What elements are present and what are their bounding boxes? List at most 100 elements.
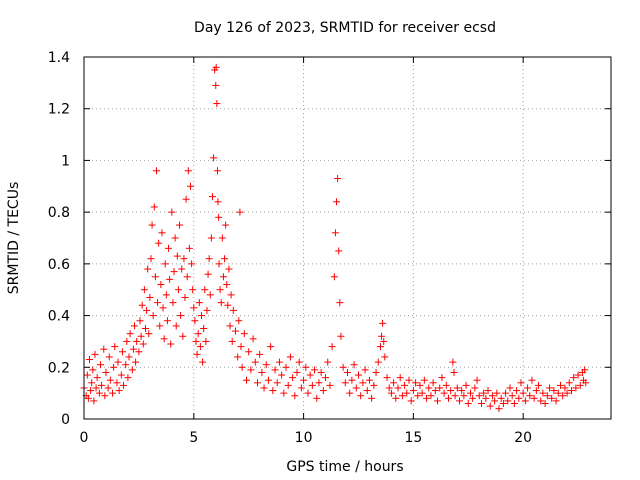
data-point — [126, 330, 134, 338]
data-point — [567, 387, 575, 395]
data-point — [115, 387, 123, 395]
data-point — [499, 399, 507, 407]
data-point — [92, 384, 100, 392]
data-point — [223, 281, 231, 289]
data-point — [416, 381, 424, 389]
data-point — [183, 273, 191, 281]
data-point — [427, 392, 435, 400]
data-point — [524, 384, 532, 392]
data-point — [333, 198, 341, 206]
data-point — [330, 273, 338, 281]
data-point — [429, 379, 437, 387]
data-point — [361, 366, 369, 374]
data-point — [423, 394, 431, 402]
data-point — [546, 384, 554, 392]
data-point — [228, 337, 236, 345]
data-point — [526, 392, 534, 400]
data-point — [289, 374, 297, 382]
y-tick-label: 1.2 — [48, 102, 70, 118]
data-point — [280, 389, 288, 397]
y-tick-label: 0.8 — [48, 205, 70, 221]
data-point — [282, 363, 290, 371]
data-point — [407, 397, 415, 405]
data-point — [85, 356, 93, 364]
data-point — [166, 275, 174, 283]
data-point — [137, 332, 145, 340]
data-point — [348, 376, 356, 384]
data-point — [122, 361, 130, 369]
y-tick-label: 1 — [61, 153, 70, 169]
data-point — [284, 381, 292, 389]
data-point — [418, 389, 426, 397]
data-point — [473, 376, 481, 384]
grid — [84, 57, 611, 419]
data-point — [185, 244, 193, 252]
data-point — [451, 392, 459, 400]
data-point — [178, 265, 186, 273]
data-point — [466, 389, 474, 397]
data-point — [212, 81, 220, 89]
data-point — [189, 286, 197, 294]
data-point — [370, 381, 378, 389]
data-point — [158, 229, 166, 237]
data-point — [150, 203, 158, 211]
data-point — [193, 350, 201, 358]
data-point — [251, 358, 259, 366]
data-point — [236, 208, 244, 216]
data-point — [559, 392, 567, 400]
data-point — [217, 299, 225, 307]
data-point — [214, 198, 222, 206]
data-point — [165, 244, 173, 252]
data-point — [83, 371, 91, 379]
data-point — [354, 371, 362, 379]
data-point — [168, 208, 176, 216]
data-point — [458, 387, 466, 395]
data-point — [227, 291, 235, 299]
x-axis-label: GPS time / hours — [286, 459, 403, 475]
data-point — [350, 361, 358, 369]
data-point — [120, 381, 128, 389]
data-point — [159, 304, 167, 312]
chart-title: Day 126 of 2023, SRMTID for receiver ecs… — [194, 20, 496, 36]
data-point — [383, 374, 391, 382]
data-point — [155, 239, 163, 247]
data-point — [495, 405, 503, 413]
data-point — [434, 397, 442, 405]
data-point — [256, 350, 264, 358]
data-point — [124, 374, 132, 382]
y-tick-label: 1.4 — [48, 50, 70, 66]
data-point — [471, 384, 479, 392]
data-point — [195, 299, 203, 307]
data-point — [207, 234, 215, 242]
data-point — [380, 337, 388, 345]
data-point — [521, 397, 529, 405]
y-axis-label: SRMTID / TECUs — [6, 182, 22, 295]
data-point — [145, 330, 153, 338]
data-point — [136, 317, 144, 325]
data-point — [504, 397, 512, 405]
data-point — [144, 265, 152, 273]
x-tick-label: 20 — [514, 430, 532, 446]
data-point — [179, 332, 187, 340]
axis-ticks: 0 0.2 0.4 0.6 0.8 1 1.2 1.4 0 5 10 15 20 — [48, 50, 611, 446]
data-point — [570, 374, 578, 382]
data-point — [173, 252, 181, 260]
data-point — [304, 389, 312, 397]
data-point — [132, 358, 140, 366]
data-point — [532, 387, 540, 395]
data-point — [554, 389, 562, 397]
data-point — [88, 379, 96, 387]
data-point — [125, 353, 133, 361]
data-point — [138, 301, 146, 309]
data-point — [104, 384, 112, 392]
data-point — [405, 376, 413, 384]
data-point — [202, 337, 210, 345]
data-point — [414, 392, 422, 400]
data-point — [247, 366, 255, 374]
data-point — [297, 384, 305, 392]
data-point — [176, 221, 184, 229]
data-point — [262, 361, 270, 369]
data-point — [191, 317, 199, 325]
data-point — [515, 394, 523, 402]
data-point — [90, 397, 98, 405]
